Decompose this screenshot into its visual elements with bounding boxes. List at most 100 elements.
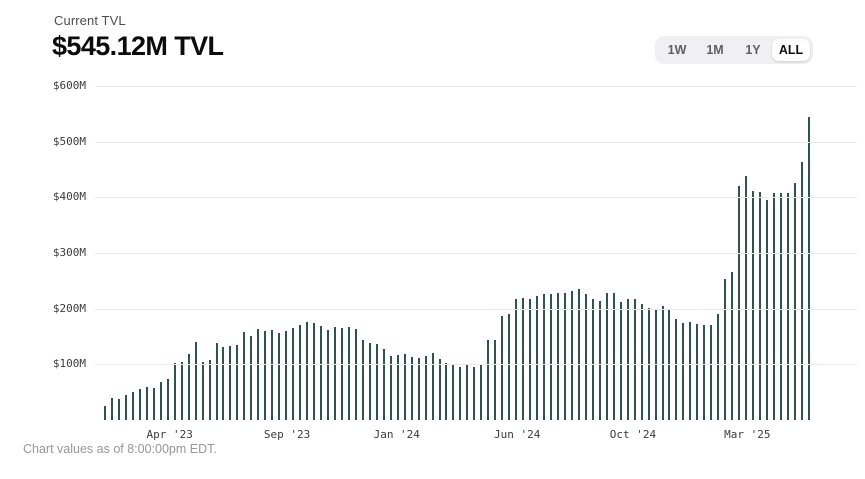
x-tick-label: Mar '25 bbox=[724, 428, 771, 441]
tvl-bar bbox=[166, 379, 169, 420]
tvl-bar bbox=[766, 199, 769, 420]
tvl-bar bbox=[647, 307, 650, 420]
gridline bbox=[95, 86, 857, 87]
tvl-bar bbox=[640, 304, 643, 420]
gridline bbox=[95, 364, 857, 366]
range-button-1y[interactable]: 1Y bbox=[734, 39, 772, 61]
tvl-bar bbox=[271, 329, 274, 420]
y-tick-label: $300M bbox=[52, 246, 86, 259]
tvl-bar bbox=[145, 386, 148, 420]
tvl-bar bbox=[710, 325, 713, 420]
gridline bbox=[95, 141, 857, 143]
range-button-all[interactable]: ALL bbox=[772, 39, 810, 61]
tvl-bar bbox=[626, 299, 629, 420]
tvl-bar bbox=[779, 193, 782, 420]
tvl-bar bbox=[104, 406, 106, 420]
tvl-bar bbox=[313, 323, 316, 420]
tvl-bar bbox=[598, 300, 601, 420]
tvl-bar bbox=[661, 306, 664, 420]
tvl-bar bbox=[340, 327, 343, 420]
tvl-bar bbox=[689, 322, 692, 420]
tvl-bar bbox=[584, 294, 587, 420]
tvl-bar bbox=[285, 330, 288, 420]
tvl-bar bbox=[612, 293, 615, 420]
y-tick-label: $200M bbox=[52, 301, 86, 315]
tvl-bar bbox=[487, 340, 490, 420]
tvl-bar bbox=[550, 293, 552, 420]
tvl-bar bbox=[229, 346, 232, 420]
tvl-bar bbox=[187, 353, 190, 420]
tvl-bar bbox=[215, 342, 218, 420]
chart-plot[interactable] bbox=[95, 86, 857, 420]
tvl-bar bbox=[445, 363, 448, 420]
tvl-bar bbox=[124, 394, 127, 420]
tvl-bar bbox=[208, 359, 211, 420]
tvl-bar bbox=[257, 328, 260, 420]
tvl-bar bbox=[556, 292, 559, 420]
tvl-bar bbox=[731, 271, 734, 420]
range-button-1w[interactable]: 1W bbox=[658, 39, 696, 61]
y-axis: $100M $200M $300M $400M $500M $600M bbox=[0, 80, 86, 420]
tvl-bar bbox=[459, 366, 462, 420]
y-tick-label: $500M bbox=[52, 134, 86, 148]
tvl-bar bbox=[724, 279, 727, 420]
tvl-bar bbox=[591, 299, 594, 420]
tvl-bar bbox=[250, 335, 253, 420]
tvl-bar bbox=[327, 329, 329, 420]
x-tick-label: Sep '23 bbox=[263, 428, 311, 441]
tvl-bar bbox=[194, 342, 197, 420]
tvl-bar bbox=[466, 365, 469, 420]
tvl-bar bbox=[717, 313, 720, 420]
tvl-bar bbox=[807, 116, 810, 420]
gridline bbox=[95, 308, 857, 310]
tvl-bar bbox=[508, 313, 511, 420]
tvl-bar bbox=[515, 299, 518, 420]
tvl-bar bbox=[389, 356, 392, 420]
tvl-bar bbox=[159, 381, 162, 420]
tvl-bar bbox=[752, 191, 755, 420]
tvl-bar bbox=[368, 342, 371, 420]
bars-container bbox=[104, 86, 810, 420]
tvl-bar bbox=[410, 357, 413, 420]
tvl-bar bbox=[536, 295, 539, 420]
tvl-bar bbox=[117, 398, 120, 420]
y-tick-label: $400M bbox=[52, 190, 86, 204]
tvl-bar bbox=[480, 365, 483, 420]
tvl-bar bbox=[306, 322, 309, 420]
tvl-bar bbox=[173, 362, 176, 420]
tvl-bar bbox=[180, 361, 183, 420]
tvl-bar bbox=[633, 298, 636, 420]
tvl-bar bbox=[110, 397, 113, 420]
tvl-bar bbox=[424, 356, 427, 420]
tvl-bar bbox=[745, 175, 748, 420]
tvl-bar bbox=[800, 161, 803, 420]
tvl-bar bbox=[570, 290, 573, 420]
y-tick-label: $600M bbox=[52, 79, 86, 92]
tvl-bar bbox=[682, 322, 685, 420]
tvl-bar bbox=[563, 293, 566, 420]
x-tick-label: Jun '24 bbox=[493, 428, 541, 441]
tvl-bar bbox=[786, 192, 789, 420]
tvl-bar bbox=[619, 302, 622, 420]
time-range-selector: 1W 1M 1Y ALL bbox=[655, 36, 813, 64]
tvl-bar bbox=[738, 185, 741, 420]
tvl-bar bbox=[793, 182, 796, 420]
range-button-1m[interactable]: 1M bbox=[696, 39, 734, 61]
x-tick-label: Oct '24 bbox=[609, 428, 657, 441]
x-axis: Apr '23 Sep '23 Jan '24 Jun '24 Oct '24 Mar '… bbox=[95, 428, 857, 442]
tvl-bar bbox=[577, 288, 580, 420]
tvl-bar bbox=[333, 326, 336, 420]
tvl-bar bbox=[320, 325, 323, 420]
x-tick-label: Jan '24 bbox=[373, 428, 420, 441]
tvl-bar bbox=[396, 355, 399, 420]
tvl-bar bbox=[759, 191, 762, 420]
tvl-bar bbox=[529, 298, 532, 420]
y-tick-label: $100M bbox=[52, 357, 86, 371]
current-tvl-label: Current TVL bbox=[54, 13, 126, 28]
tvl-bar bbox=[473, 366, 476, 420]
tvl-bar bbox=[438, 358, 441, 420]
tvl-bar bbox=[243, 331, 246, 420]
tvl-bar bbox=[264, 330, 267, 420]
tvl-bar bbox=[703, 324, 706, 420]
tvl-bar bbox=[403, 354, 406, 420]
